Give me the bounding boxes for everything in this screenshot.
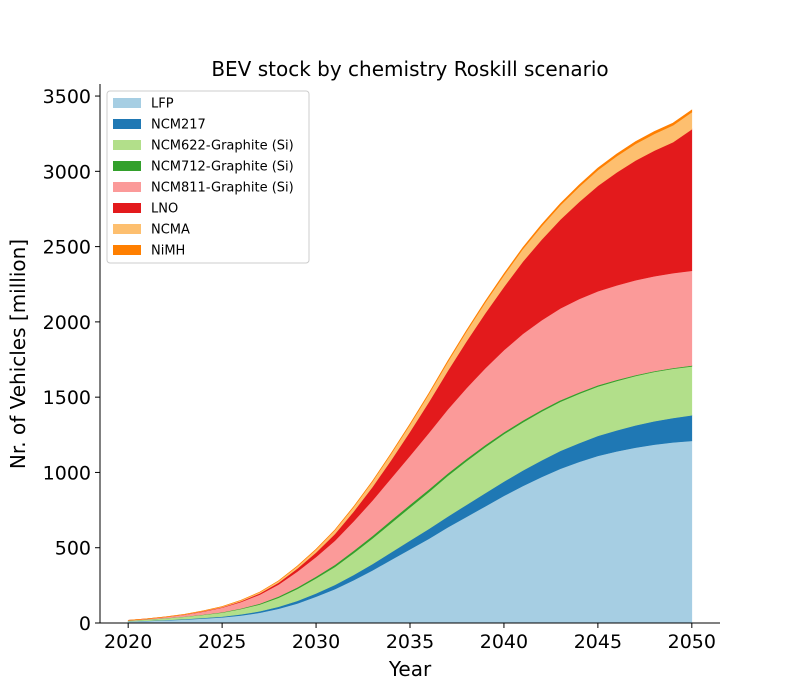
legend-swatch-lfp [113, 98, 141, 108]
y-ticks: 0 500 1000 1500 2000 2500 3000 3500 [43, 86, 100, 635]
y-tick-label: 2000 [43, 312, 91, 334]
legend-label-ncm712-graphite-si: NCM712-Graphite (Si) [151, 160, 294, 175]
x-tick-label: 2035 [386, 631, 434, 653]
y-tick-label: 3500 [43, 86, 91, 108]
legend-label-lno: LNO [151, 202, 178, 217]
stacked-areas [127, 109, 693, 624]
x-axis-label: Year [388, 657, 432, 681]
legend-swatch-lno [113, 203, 141, 213]
y-tick-label: 500 [55, 538, 91, 560]
legend-swatch-ncm217 [113, 119, 141, 129]
x-tick-label: 2030 [292, 631, 340, 653]
legend-label-ncm622-graphite-si: NCM622-Graphite (Si) [151, 139, 294, 154]
y-tick-label: 2500 [43, 237, 91, 259]
legend-box [106, 90, 310, 264]
y-tick-label: 1000 [43, 462, 91, 484]
x-tick-label: 2020 [104, 631, 152, 653]
legend: LFP NCM217 NCM622-Graphite (Si) NCM712-Grap… [106, 90, 310, 264]
legend-label-ncma: NCMA [151, 223, 190, 238]
x-tick-label: 2050 [668, 631, 716, 653]
legend-label-lfp: LFP [151, 97, 174, 112]
chart-title: BEV stock by chemistry Roskill scenario [211, 57, 608, 81]
x-tick-label: 2040 [480, 631, 528, 653]
legend-label-ncm811-graphite-si: NCM811-Graphite (Si) [151, 181, 294, 196]
y-tick-label: 1500 [43, 387, 91, 409]
legend-swatch-nimh [113, 245, 141, 255]
y-axis-label: Nr. of Vehicles [million] [6, 239, 30, 469]
area-nimh [128, 109, 693, 621]
legend-swatch-ncm811-graphite-si [113, 182, 141, 192]
legend-label-nimh: NiMH [151, 244, 185, 259]
legend-label-ncm217: NCM217 [151, 118, 206, 133]
y-tick-label: 3000 [43, 161, 91, 183]
y-tick-label: 0 [79, 613, 91, 635]
x-ticks: 2020 2025 2030 2035 2040 2045 2050 [104, 623, 716, 653]
legend-swatch-ncm712-graphite-si [113, 161, 141, 171]
legend-swatch-ncma [113, 224, 141, 234]
x-tick-label: 2045 [574, 631, 622, 653]
x-tick-label: 2025 [198, 631, 246, 653]
legend-swatch-ncm622-graphite-si [113, 140, 141, 150]
